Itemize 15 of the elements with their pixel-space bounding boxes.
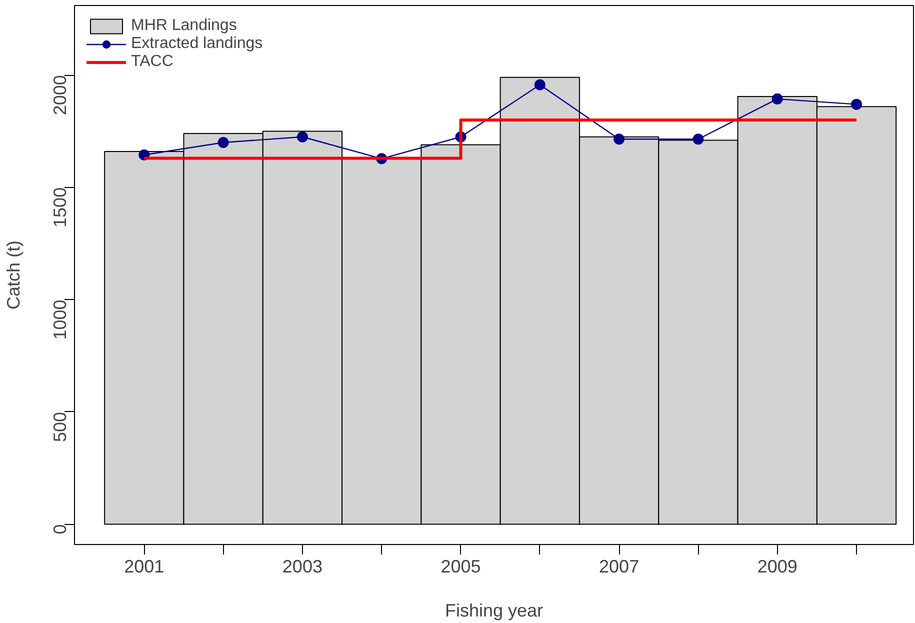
y-tick-label: 500 xyxy=(50,412,70,442)
legend-label: TACC xyxy=(131,53,174,71)
x-tick-label: 2005 xyxy=(440,556,481,576)
y-tick-label: 2000 xyxy=(50,75,70,116)
x-tick-label: 2001 xyxy=(124,556,164,576)
y-tick-label: 1500 xyxy=(50,187,70,228)
x-tick-label: 2009 xyxy=(757,556,798,576)
y-tick-label: 1000 xyxy=(50,300,70,340)
y-axis-title: Catch (t) xyxy=(4,240,24,310)
legend-label: MHR Landings xyxy=(131,17,237,35)
x-tick-label: 2007 xyxy=(599,556,640,576)
y-tick-label: 0 xyxy=(50,524,70,534)
legend-label: Extracted landings xyxy=(131,35,263,53)
x-tick-label: 2003 xyxy=(282,556,322,576)
x-axis-title: Fishing year xyxy=(444,600,544,620)
